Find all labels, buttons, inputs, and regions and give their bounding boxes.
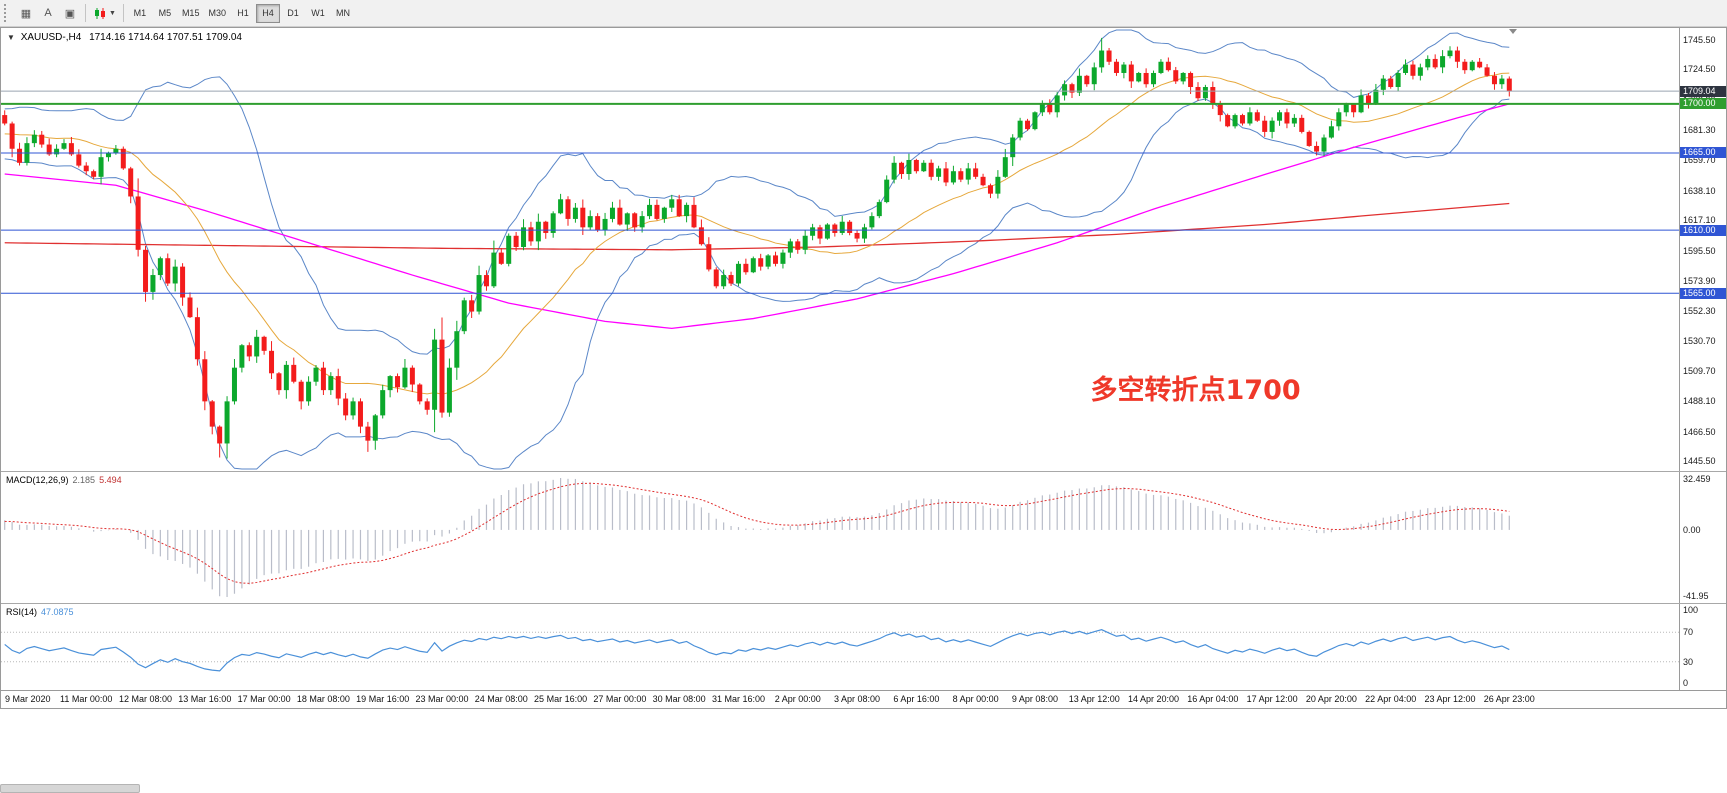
taskbar-fragment (0, 784, 140, 793)
timeframe-button-h1[interactable]: H1 (237, 8, 249, 18)
rsi-tick: 0 (1683, 678, 1689, 688)
chart-window: ▼ XAUUSD-,H4 1714.16 1714.64 1707.51 170… (0, 27, 1727, 709)
toolbar-separator (85, 4, 86, 22)
candlestick-icon (95, 7, 105, 19)
toolbar: ▦ A ▣ ▼ M1 M5 M15 M30 H1 H4 D1 W1 MN (0, 0, 1727, 27)
time-label: 8 Apr 00:00 (952, 694, 999, 704)
macd-canvas[interactable] (1, 472, 1681, 603)
timeframe-button-m1[interactable]: M1 (133, 8, 147, 18)
text-label-icon[interactable]: A (44, 7, 52, 19)
time-label: 25 Mar 16:00 (534, 694, 588, 704)
rsi-label: RSI(14) 47.0875 (6, 607, 74, 617)
price-tag: 1610.00 (1680, 224, 1726, 236)
rsi-tick: 70 (1683, 627, 1694, 638)
price-tick: 1659.70 (1683, 155, 1716, 166)
time-label: 20 Apr 20:00 (1305, 694, 1357, 704)
price-scale[interactable]: 1745.501724.501702.901681.301659.701638.… (1679, 28, 1726, 471)
price-tag: 1665.00 (1680, 147, 1726, 159)
rsi-panel: RSI(14) 47.0875 100 70 30 0 (1, 603, 1726, 690)
time-label: 18 Mar 08:00 (296, 694, 350, 704)
time-label: 13 Apr 12:00 (1068, 694, 1120, 704)
ohlc-values: 1714.16 1714.64 1707.51 1709.04 (89, 32, 242, 43)
price-tick: 1595.50 (1683, 245, 1716, 256)
time-label: 27 Mar 00:00 (593, 694, 647, 704)
chart-type-dropdown[interactable]: ▼ (90, 3, 119, 23)
price-tag: 1565.00 (1680, 287, 1726, 299)
timeframe-button-mn[interactable]: MN (335, 8, 350, 18)
timeframe-button-d1[interactable]: D1 (287, 8, 299, 18)
timeframe-button-w1[interactable]: W1 (311, 8, 325, 18)
time-label: 6 Apr 16:00 (893, 694, 940, 704)
timeframe-buttons: M1 M5 M15 M30 H1 H4 D1 W1 MN (128, 3, 355, 23)
timeframe-button-h4[interactable]: H4 (255, 3, 280, 23)
price-tick: 1745.50 (1683, 35, 1716, 45)
time-label: 23 Apr 12:00 (1424, 694, 1476, 704)
price-tick: 1552.30 (1683, 306, 1716, 317)
time-label: 26 Apr 23:00 (1483, 694, 1535, 704)
price-tick: 1530.70 (1683, 336, 1716, 347)
price-tick: 1509.70 (1683, 365, 1716, 376)
rsi-canvas[interactable] (1, 604, 1681, 690)
price-tick: 1445.50 (1683, 456, 1716, 466)
macd-label: MACD(12,26,9) 2.185 5.494 (6, 475, 122, 485)
rsi-tick: 100 (1683, 605, 1699, 615)
time-label: 24 Mar 08:00 (474, 694, 528, 704)
time-label: 17 Mar 00:00 (237, 694, 291, 704)
time-label: 23 Mar 00:00 (415, 694, 469, 704)
time-label: 17 Apr 12:00 (1246, 694, 1298, 704)
time-label: 9 Apr 08:00 (1011, 694, 1058, 704)
collapse-chart-icon[interactable]: ▼ (7, 33, 15, 42)
macd-tick: -41.95 (1683, 591, 1709, 601)
time-axis[interactable]: 9 Mar 2020 11 Mar 00:00 12 Mar 08:00 13 Mar… (1, 690, 1726, 708)
chart-window-icon[interactable]: ▦ (20, 7, 32, 20)
macd-scale[interactable]: 32.459 0.00 -41.95 (1679, 472, 1726, 603)
toolbar-separator (122, 4, 124, 22)
chart-annotation[interactable]: 多空转折点1700 (1090, 374, 1301, 406)
price-tick: 1617.10 (1683, 215, 1716, 226)
timeframe-button-m5[interactable]: M5 (158, 8, 172, 18)
price-tick: 1681.30 (1683, 125, 1716, 136)
objects-icon[interactable]: ▣ (64, 7, 76, 20)
time-label: 19 Mar 16:00 (356, 694, 410, 704)
rsi-scale[interactable]: 100 70 30 0 (1679, 604, 1726, 690)
time-label: 31 Mar 16:00 (711, 694, 765, 704)
time-label: 12 Mar 08:00 (118, 694, 173, 704)
time-label: 11 Mar 00:00 (60, 694, 113, 704)
price-tick: 1638.10 (1683, 185, 1716, 196)
macd-tick: 32.459 (1683, 474, 1711, 484)
price-chart-canvas[interactable] (1, 28, 1681, 471)
macd-panel: MACD(12,26,9) 2.185 5.494 32.459 0.00 -41.95 (1, 471, 1726, 603)
time-label: 14 Apr 20:00 (1127, 694, 1180, 704)
price-tag: 1709.04 (1680, 85, 1726, 97)
time-label: 3 Apr 08:00 (834, 694, 881, 704)
rsi-tick: 30 (1683, 656, 1694, 667)
macd-tick: 0.00 (1683, 524, 1701, 535)
price-tick: 1488.10 (1683, 396, 1716, 407)
timeframe-button-m30[interactable]: M30 (208, 8, 226, 18)
time-label: 22 Apr 04:00 (1365, 694, 1417, 704)
price-tick: 1466.50 (1683, 426, 1716, 437)
chart-title: ▼ XAUUSD-,H4 1714.16 1714.64 1707.51 170… (7, 32, 242, 43)
time-label: 30 Mar 08:00 (652, 694, 706, 704)
dropdown-arrow-icon: ▼ (109, 9, 116, 17)
time-label: 2 Apr 00:00 (774, 694, 821, 704)
time-label: 16 Apr 04:00 (1187, 694, 1239, 704)
toolbar-icons: ▦ A ▣ (15, 3, 81, 23)
price-tick: 1573.90 (1683, 275, 1716, 286)
main-chart-panel: ▼ XAUUSD-,H4 1714.16 1714.64 1707.51 170… (1, 28, 1726, 471)
chart-shift-marker[interactable] (1509, 29, 1517, 34)
timeframe-button-m15[interactable]: M15 (181, 8, 200, 18)
price-tick: 1724.50 (1683, 64, 1716, 75)
toolbar-grip[interactable] (4, 4, 11, 22)
bottom-area (0, 709, 1727, 793)
symbol-timeframe-label: XAUUSD-,H4 (20, 32, 82, 43)
time-label: 9 Mar 2020 (5, 694, 51, 704)
time-label: 13 Mar 16:00 (178, 694, 232, 704)
price-tag: 1700.00 (1680, 98, 1726, 110)
